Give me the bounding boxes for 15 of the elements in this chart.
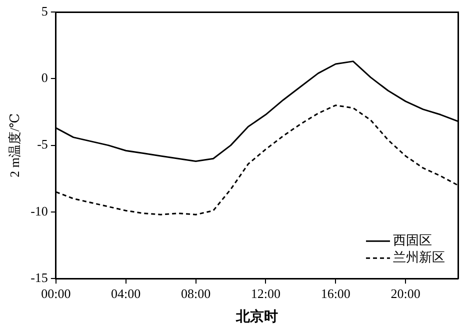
legend-label: 西固区 (393, 232, 432, 248)
x-tick-label: 00:00 (41, 286, 71, 301)
x-tick-label: 12:00 (250, 286, 281, 301)
y-tick-label: 5 (41, 3, 48, 18)
x-tick-label: 08:00 (180, 286, 211, 301)
y-tick-label: 0 (41, 70, 48, 86)
x-axis-title: 北京时 (234, 308, 278, 326)
y-axis-title: 2 m温度/℃ (7, 113, 22, 178)
y-tick-label: -15 (30, 270, 48, 286)
legend-label: 兰州新区 (393, 250, 445, 265)
x-tick-label: 04:00 (111, 286, 141, 301)
x-tick-label: 20:00 (390, 286, 420, 301)
x-tick-label: 16:00 (320, 286, 350, 301)
y-tick-label: -10 (30, 203, 48, 218)
y-tick-label: -5 (37, 136, 48, 152)
